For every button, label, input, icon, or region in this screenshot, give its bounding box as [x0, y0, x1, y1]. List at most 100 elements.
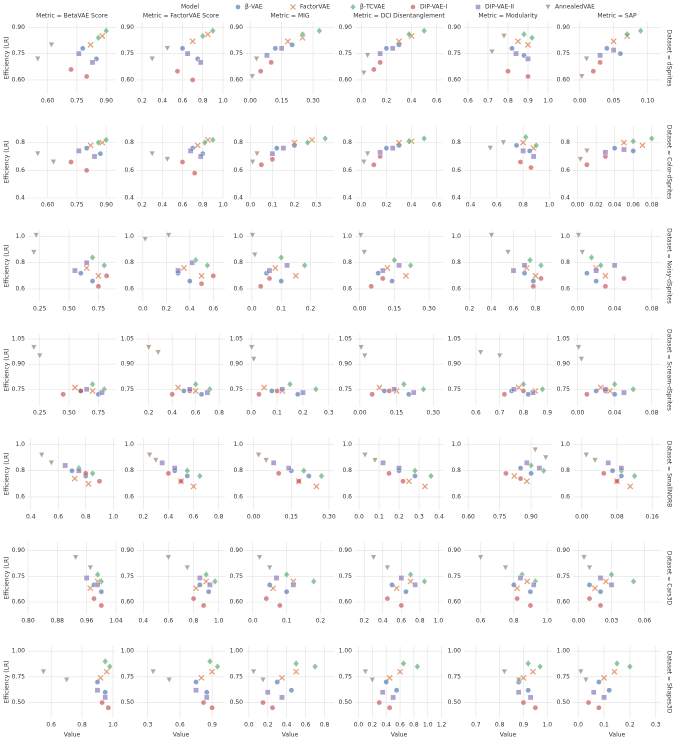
- point: [89, 278, 96, 284]
- y-tick-label: 0.6: [15, 167, 25, 174]
- point: [199, 32, 206, 40]
- point: [477, 554, 484, 561]
- x-tick-label: 0.6: [395, 722, 405, 729]
- point: [530, 389, 536, 396]
- point: [275, 470, 282, 477]
- y-tick-label: 0.8: [233, 139, 243, 146]
- point: [257, 283, 264, 290]
- point: [214, 662, 221, 671]
- point: [203, 694, 210, 701]
- y-tick-label: 0.6: [124, 167, 134, 174]
- x-tick-label: 0.06: [638, 618, 652, 625]
- point: [362, 668, 369, 676]
- x-axis-label: Value: [64, 732, 81, 739]
- point: [398, 575, 405, 581]
- point: [375, 270, 381, 277]
- legend-label: DIP-VAE-II: [485, 4, 514, 11]
- x-tick-label: 0.00: [571, 306, 585, 313]
- point: [405, 391, 412, 398]
- point: [377, 50, 383, 57]
- x-tick-label: 1.0: [218, 202, 228, 209]
- y-tick-label: 0.6: [233, 167, 243, 174]
- y-tick-label: 0.60: [339, 76, 353, 83]
- y-tick-label: 1.0: [342, 441, 352, 448]
- point: [293, 659, 300, 668]
- point: [613, 659, 621, 668]
- y-tick-label: 0.8: [15, 139, 25, 146]
- point: [593, 267, 599, 274]
- point: [313, 483, 320, 490]
- point: [48, 42, 55, 49]
- y-tick-label: 0.75: [12, 386, 26, 393]
- point: [364, 52, 371, 59]
- x-tick-label: 0.0: [246, 202, 256, 209]
- point: [94, 687, 101, 694]
- point: [586, 582, 593, 588]
- point: [575, 344, 582, 351]
- point: [269, 150, 276, 157]
- x-tick-label: 0.3: [414, 514, 424, 521]
- point: [290, 582, 297, 588]
- y-tick-label: 0.75: [230, 673, 244, 680]
- point: [502, 564, 509, 572]
- point: [407, 261, 414, 270]
- x-tick-label: 0.2: [368, 722, 378, 729]
- point: [520, 674, 527, 681]
- x-tick-label: 0.80: [21, 618, 35, 625]
- y-tick-label: 0.6: [233, 285, 243, 292]
- point: [528, 164, 534, 171]
- point: [597, 588, 604, 595]
- point: [300, 467, 307, 475]
- point: [197, 59, 204, 66]
- point: [611, 668, 618, 675]
- point: [30, 344, 38, 351]
- point: [103, 27, 110, 35]
- point: [301, 261, 308, 270]
- point: [533, 141, 540, 150]
- point: [376, 384, 383, 391]
- point: [602, 149, 609, 156]
- point: [379, 275, 386, 282]
- point: [209, 136, 216, 144]
- point: [411, 467, 419, 475]
- y-tick-label: 0.50: [339, 699, 353, 706]
- point: [597, 59, 603, 66]
- y-tick-label: 0.4: [124, 195, 134, 202]
- point: [386, 704, 393, 711]
- point: [609, 467, 616, 474]
- point: [60, 391, 67, 398]
- y-tick-label: 0.90: [230, 361, 244, 368]
- point: [520, 380, 527, 388]
- x-tick-label: 1.0: [542, 618, 552, 625]
- point: [371, 66, 377, 73]
- x-tick-label: 0.30: [427, 410, 441, 417]
- point: [286, 380, 294, 388]
- x-tick-label: 1.0: [423, 722, 433, 729]
- point: [621, 146, 627, 153]
- point: [525, 391, 532, 398]
- point: [190, 595, 197, 602]
- point: [178, 478, 184, 485]
- point: [606, 687, 613, 694]
- y-tick-label: 0.8: [560, 467, 570, 474]
- y-tick-label: 0.4: [15, 195, 25, 202]
- point: [192, 387, 199, 394]
- x-axis-label: Value: [391, 732, 408, 739]
- point: [273, 145, 280, 151]
- x-tick-label: 0.2: [137, 98, 147, 105]
- y-axis-label: Efficiency (LR): [4, 660, 11, 703]
- point: [274, 679, 281, 685]
- point: [405, 30, 413, 38]
- x-tick-label: 0.6: [432, 202, 442, 209]
- x-tick-label: 0.8: [509, 618, 519, 625]
- point: [266, 267, 273, 274]
- point: [501, 391, 508, 398]
- x-tick-label: 0.1: [282, 618, 292, 625]
- y-tick-label: 0.60: [448, 599, 462, 606]
- x-tick-label: 0.0: [354, 514, 364, 521]
- x-tick-label: 0.4: [282, 722, 292, 729]
- point: [322, 134, 329, 143]
- point: [48, 460, 55, 467]
- point: [532, 272, 539, 279]
- point: [611, 380, 618, 388]
